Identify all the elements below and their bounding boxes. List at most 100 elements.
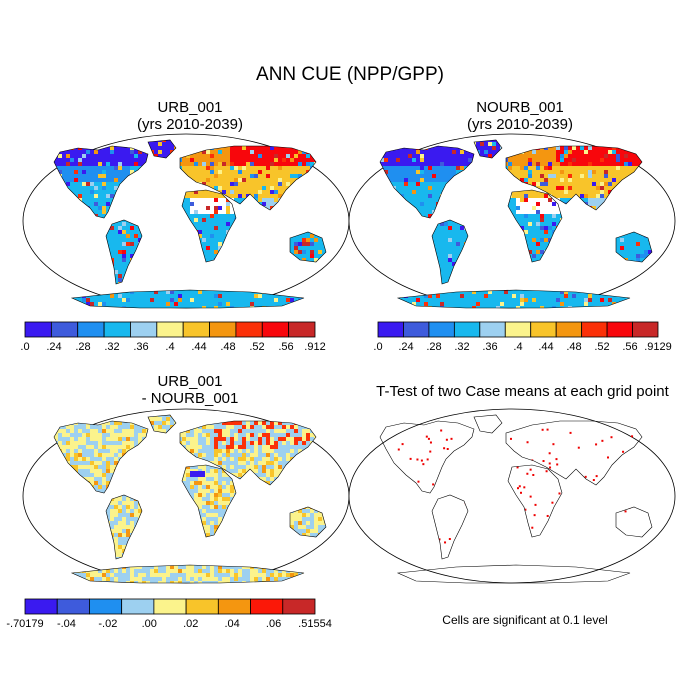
coastline-greenland: [473, 139, 503, 159]
colorbar-tick-label: -.04: [57, 618, 76, 630]
colorbar-tick-label: -.70179: [6, 618, 43, 630]
coastline-australia: [289, 231, 327, 263]
colorbar-box: [261, 321, 290, 338]
colorbar-box: [282, 598, 316, 615]
colorbar-tick-label: .02: [183, 618, 198, 630]
panel-title-diff-line1: URB_001: [157, 373, 223, 390]
coastline-north-america: [53, 145, 149, 219]
colorbar-box: [156, 321, 184, 338]
coastline-europe-asia: [179, 420, 317, 486]
colorbar-box: [632, 321, 659, 338]
coastline-europe-asia: [505, 420, 643, 486]
panel-title-diff-line2: - NOURB_001: [141, 390, 239, 407]
colorbar-tick-label: .48: [220, 341, 235, 353]
coastline-australia: [289, 506, 327, 538]
coastline-australia: [615, 506, 653, 538]
colorbar-box: [428, 321, 455, 338]
panel-title-ttest: T-Test of two Case means at each grid po…: [350, 383, 695, 400]
panel-title-ttest-line1: T-Test of two Case means at each grid po…: [376, 383, 669, 400]
colorbar-tick-label: .28: [75, 341, 90, 353]
coastline-north-america: [53, 420, 149, 494]
coastline-africa: [181, 189, 237, 263]
colorbar-box: [153, 598, 187, 615]
coastline-europe-asia: [179, 145, 317, 211]
colorbar-box: [453, 321, 481, 338]
colorbar-tick-label: .24: [398, 341, 413, 353]
panel-title-urb: URB_001 (yrs 2010-2039): [35, 99, 345, 133]
colorbar-tick-label: .9129: [644, 341, 672, 353]
coastline-antarctica: [396, 564, 631, 584]
colorbar-box: [130, 321, 158, 338]
coastline-africa: [507, 464, 563, 538]
colorbar-box: [288, 321, 316, 338]
colorbar-tick-label: .28: [426, 341, 441, 353]
coastline-greenland: [147, 414, 177, 434]
colorbar-box: [103, 321, 131, 338]
coastline-north-america: [379, 145, 475, 219]
colorbar-tick-label: .52: [594, 341, 609, 353]
colorbar-tick-label: .912: [304, 341, 325, 353]
map-urb: [22, 133, 350, 309]
map-diff: [22, 408, 350, 584]
coastline-south-america: [431, 219, 469, 285]
colorbar-tick-label: .44: [538, 341, 553, 353]
colorbar-box: [89, 598, 123, 615]
map-frame: [348, 408, 676, 584]
colorbar-tick-label: .0: [373, 341, 382, 353]
colorbar-tick-label: .4: [513, 341, 522, 353]
colorbar-box: [235, 321, 263, 338]
colorbar-tick-label: .36: [133, 341, 148, 353]
coastline-australia: [615, 231, 653, 263]
colorbar-tick-label: .52: [249, 341, 264, 353]
colorbar-tick-label: .04: [224, 618, 239, 630]
colorbar-tick-label: .32: [454, 341, 469, 353]
coastline-antarctica: [396, 289, 631, 309]
panel-title-nourb: NOURB_001 (yrs 2010-2039): [355, 99, 685, 133]
colorbar-box: [24, 598, 58, 615]
panel-title-diff: URB_001 - NOURB_001: [35, 373, 345, 407]
colorbar-tick-label: .44: [191, 341, 206, 353]
coastline-south-america: [105, 219, 143, 285]
colorbar-tick-label: .36: [482, 341, 497, 353]
colorbar-box: [209, 321, 237, 338]
colorbar-tick-label: .56: [278, 341, 293, 353]
coastline-greenland: [473, 414, 503, 434]
colorbar-tick-label: -.02: [98, 618, 117, 630]
coastline-greenland: [147, 139, 177, 159]
coastline-antarctica: [70, 289, 305, 309]
colorbar-nourb: .0 .24 .28 .32 .36 .4 .44 .48 .52 .56 .9129: [373, 321, 672, 353]
colorbar-box: [403, 321, 430, 338]
coastline-africa: [181, 464, 237, 538]
colorbar-tick-label: .32: [104, 341, 119, 353]
colorbar-box: [121, 598, 155, 615]
panel-title-nourb-line2: (yrs 2010-2039): [467, 116, 573, 133]
coastline-africa: [507, 189, 563, 263]
panel-title-urb-line1: URB_001: [157, 99, 223, 116]
coastline-europe-asia: [505, 145, 643, 211]
colorbar-box: [50, 321, 79, 338]
colorbar-box: [555, 321, 583, 338]
colorbar-box: [182, 321, 210, 338]
colorbar-box: [479, 321, 506, 338]
colorbar-tick-label: .51554: [298, 618, 332, 630]
colorbar-tick-label: .00: [142, 618, 157, 630]
coastline-antarctica: [70, 564, 305, 584]
colorbar-diff: -.70179 -.04 -.02 .00 .02 .04 .06 .51554: [6, 598, 332, 630]
colorbar-box: [581, 321, 608, 338]
colorbar-tick-label: .24: [46, 341, 61, 353]
coastline-south-america: [105, 494, 143, 560]
figure-title: ANN CUE (NPP/GPP): [256, 64, 444, 85]
panel-title-urb-line2: (yrs 2010-2039): [137, 116, 243, 133]
colorbar-urb: .0 .24 .28 .32 .36 .4 .44 .48 .52 .56 .912: [20, 321, 326, 353]
coastline-south-america: [431, 494, 469, 560]
panel-title-nourb-line1: NOURB_001: [476, 99, 564, 116]
colorbar-box: [530, 321, 557, 338]
colorbar-box: [504, 321, 532, 338]
colorbar-tick-label: .4: [165, 341, 174, 353]
colorbar-box: [250, 598, 284, 615]
colorbar-box: [185, 598, 219, 615]
map-ttest: [348, 408, 676, 584]
colorbar-tick-label: .06: [266, 618, 281, 630]
colorbar-box: [77, 321, 105, 338]
colorbar-tick-label: .56: [622, 341, 637, 353]
